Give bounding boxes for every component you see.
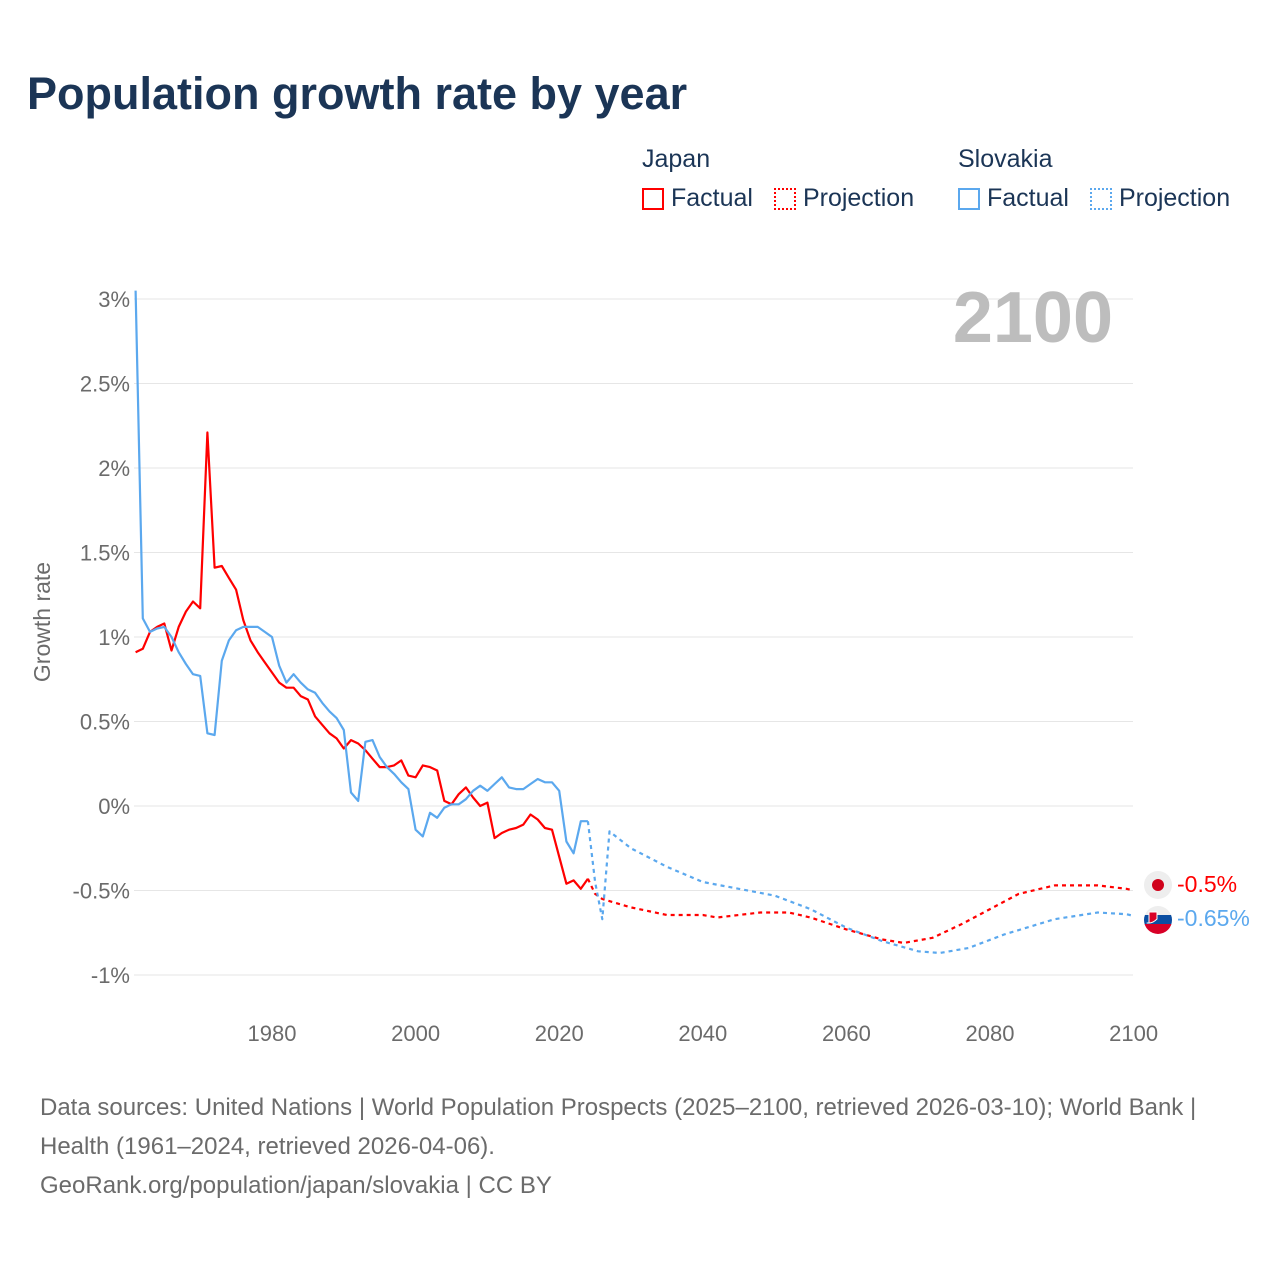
y-tick-label: 2% — [98, 456, 130, 481]
legend-country-label: Japan — [642, 145, 711, 173]
y-tick-label: 1.5% — [80, 541, 130, 566]
y-tick-label: -0.5% — [73, 879, 130, 904]
legend-label: Factual — [671, 184, 753, 212]
legend-japan-factual[interactable]: Factual — [642, 184, 753, 213]
legend-swatch-solid — [958, 187, 980, 210]
y-tick-label: 1% — [98, 625, 130, 650]
slovakia-flag-icon — [1144, 906, 1172, 934]
x-tick-label: 1980 — [248, 1021, 297, 1046]
y-tick-label: 0% — [98, 794, 130, 819]
series-line-japan-projection — [586, 878, 1134, 945]
line-chart: 3% 2.5% 2% 1.5% 1% 0.5% 0% -0.5% -1% 1980 2000 2020… — [29, 278, 1250, 1046]
legend-slovakia: Slovakia Factual Projection — [958, 145, 1230, 217]
legend-slovakia-factual[interactable]: Factual — [958, 184, 1069, 213]
legend-swatch-dotted — [1089, 187, 1112, 210]
series-line-slovakia-projection — [586, 821, 1134, 955]
legend-swatch-solid — [642, 187, 664, 210]
x-tick-label: 2020 — [535, 1021, 584, 1046]
legend-label: Projection — [802, 184, 915, 212]
legend-label: Projection — [1118, 184, 1231, 212]
legend-country-label: Slovakia — [958, 145, 1053, 173]
x-tick-label: 2100 — [1109, 1021, 1158, 1046]
end-label-japan: -0.5% — [1177, 871, 1237, 897]
credit-link[interactable]: GeoRank.org/population/japan/slovakia | … — [40, 1172, 552, 1199]
x-tick-label: 2000 — [391, 1021, 440, 1046]
x-tick-label: 2040 — [678, 1021, 727, 1046]
y-tick-label: 3% — [98, 287, 130, 312]
japan-flag-icon — [1144, 871, 1172, 899]
x-tick-label: 2060 — [822, 1021, 871, 1046]
year-indicator: 2100 — [953, 278, 1113, 358]
y-tick-label: 2.5% — [80, 372, 130, 397]
footer: Data sources: United Nations | World Pop… — [40, 1088, 1240, 1205]
legend-label: Factual — [987, 184, 1069, 212]
legend-slovakia-projection[interactable]: Projection — [1089, 184, 1231, 213]
end-label-slovakia: -0.65% — [1177, 905, 1250, 931]
legend-swatch-dotted — [773, 187, 796, 210]
data-sources: Data sources: United Nations | World Pop… — [40, 1094, 1197, 1160]
x-tick-label: 2080 — [966, 1021, 1015, 1046]
series-line-slovakia-factual — [134, 290, 588, 855]
series-line-japan-factual — [135, 431, 589, 890]
y-axis-label: Growth rate — [29, 562, 55, 682]
y-tick-label: 0.5% — [80, 710, 130, 735]
legend-japan: Japan Factual Projection — [642, 145, 928, 217]
chart-title: Population growth rate by year — [27, 68, 688, 119]
legend-japan-projection[interactable]: Projection — [773, 184, 915, 213]
y-tick-label: -1% — [91, 963, 130, 988]
